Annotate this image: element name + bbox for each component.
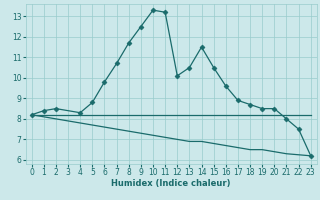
X-axis label: Humidex (Indice chaleur): Humidex (Indice chaleur) (111, 179, 231, 188)
